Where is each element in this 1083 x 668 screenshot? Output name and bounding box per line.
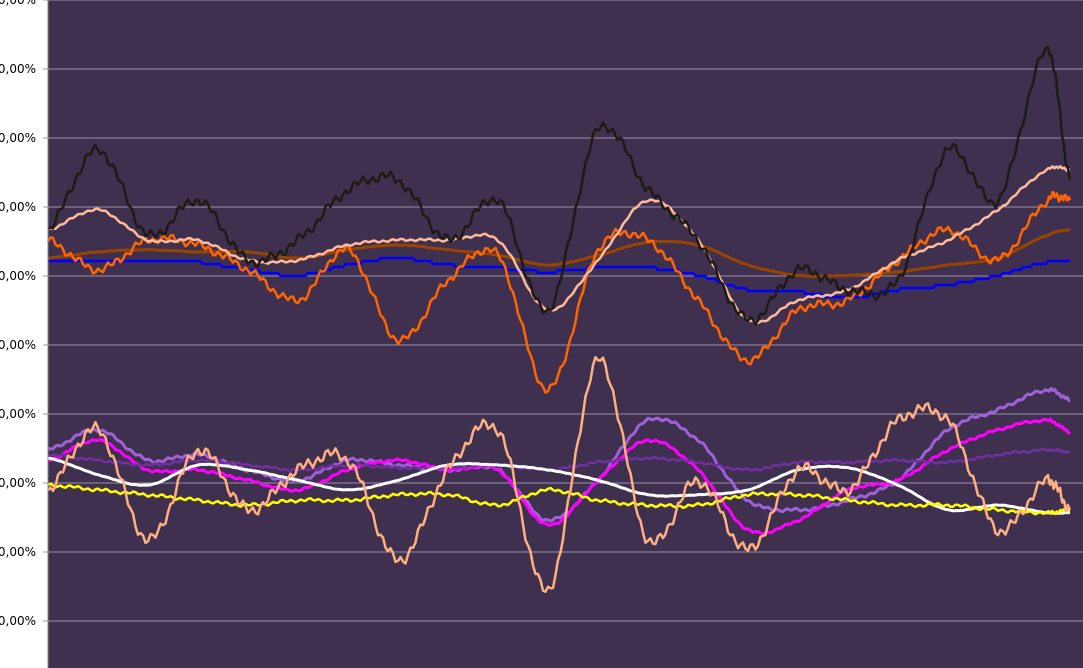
y-tick-label: 0,00%	[0, 476, 36, 490]
y-tick-label: 0,00%	[0, 200, 36, 214]
y-tick-label: 0,00%	[0, 269, 36, 283]
y-tick-label: 0,00%	[0, 338, 36, 352]
y-tick-label: 0,00%	[0, 131, 36, 145]
plot-area	[48, 0, 1083, 668]
y-tick-label: 0,00%	[0, 407, 36, 421]
series-line-peach	[47, 355, 1072, 593]
series-line-magenta	[47, 417, 1072, 536]
series-lines	[46, 45, 1072, 593]
y-tick-label: 0,00%	[0, 62, 36, 76]
series-line-black	[47, 45, 1072, 326]
gridlines	[43, 0, 1083, 622]
y-axis-tick-labels: 0,00% 0,00% 0,00% 0,00% 0,00% 0,00% 0,00% 0,00%…	[0, 0, 36, 628]
y-tick-label: 0,00%	[0, 545, 36, 559]
y-tick-label: 0,00%	[0, 614, 36, 628]
y-tick-label: 0,00%	[0, 0, 36, 7]
series-line-blue	[48, 256, 1071, 299]
series-line-yellow	[47, 482, 1071, 516]
series-line-brown	[47, 228, 1071, 278]
series-line-peach-light	[47, 165, 1071, 325]
series-line-orange	[46, 190, 1072, 394]
